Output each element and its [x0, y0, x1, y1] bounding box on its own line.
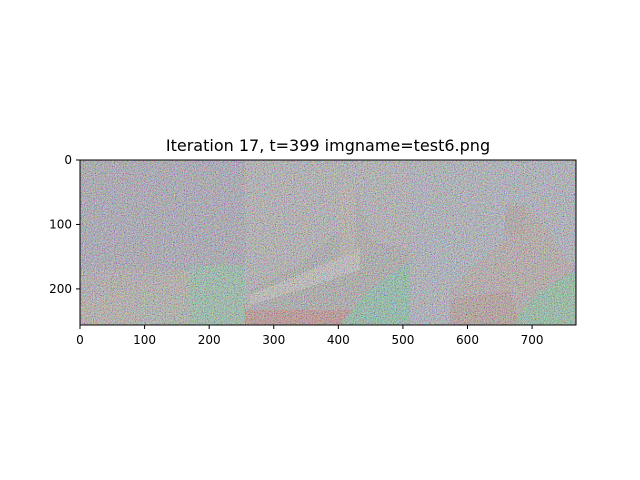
x-tick-label-7: 700 — [521, 333, 544, 347]
noise-overlay — [80, 160, 576, 325]
x-tick-label-3: 300 — [262, 333, 285, 347]
x-tick-label-4: 400 — [327, 333, 350, 347]
y-axis: 0 100 200 — [49, 153, 80, 296]
x-tick-label-1: 100 — [133, 333, 156, 347]
y-tick-label-0: 0 — [64, 153, 72, 167]
x-tick-label-6: 600 — [456, 333, 479, 347]
chart-title: Iteration 17, t=399 imgname=test6.png — [166, 136, 490, 155]
x-tick-label-2: 200 — [198, 333, 221, 347]
x-axis: 0 100 200 300 400 500 600 700 — [76, 325, 544, 347]
x-tick-label-0: 0 — [76, 333, 84, 347]
plot-frame — [79, 159, 577, 326]
x-tick-label-5: 500 — [391, 333, 414, 347]
y-tick-label-2: 200 — [49, 282, 72, 296]
y-tick-label-1: 100 — [49, 217, 72, 231]
plot-area — [80, 160, 576, 325]
